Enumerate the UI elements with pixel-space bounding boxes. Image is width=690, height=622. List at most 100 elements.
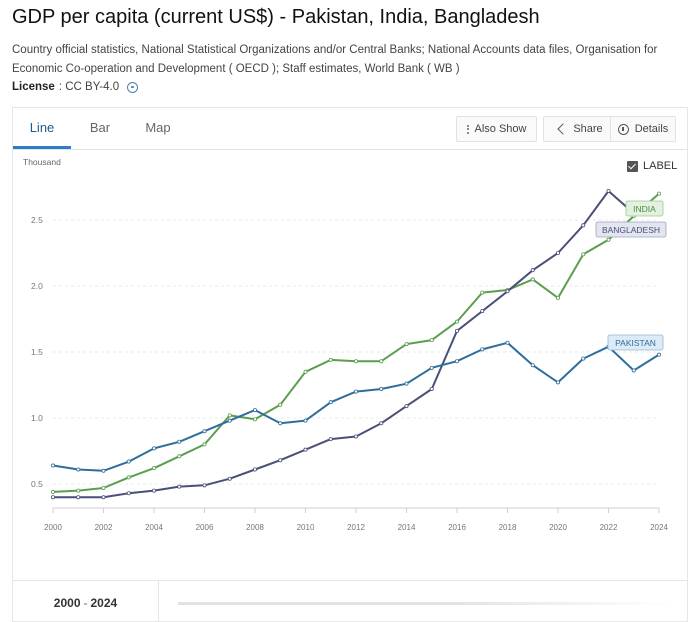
data-point-pakistan xyxy=(151,446,156,451)
data-point-pakistan xyxy=(252,408,257,413)
page-title: GDP per capita (current US$) - Pakistan,… xyxy=(12,6,540,28)
time-range-bar: 2000 - 2024 xyxy=(13,580,687,622)
data-point-pakistan xyxy=(177,439,182,444)
data-point-india xyxy=(480,290,485,295)
details-label: Details xyxy=(634,123,669,135)
chart-axes: Thousand 0.5 1.0 1.5 2.0 2.5 2000 2002 2004 2006 2… xyxy=(23,157,668,532)
series-label-box-pakistan xyxy=(607,334,664,351)
x-tick-label: 2022 xyxy=(600,523,618,532)
data-point-pakistan xyxy=(353,389,358,394)
share-button[interactable]: Share xyxy=(543,116,616,142)
x-tick-label: 2008 xyxy=(246,523,264,532)
y-axis-unit-label: Thousand xyxy=(23,157,61,167)
series-label-text-bangladesh: BANGLADESH xyxy=(602,225,660,235)
license-row: License : CC BY-4.0 xyxy=(12,81,139,93)
data-point-bangladesh xyxy=(404,404,409,409)
data-point-india xyxy=(76,488,81,493)
data-point-india xyxy=(278,402,283,407)
data-point-india xyxy=(177,454,182,459)
data-point-india xyxy=(530,277,535,282)
data-point-bangladesh xyxy=(454,328,459,333)
data-point-bangladesh xyxy=(177,484,182,489)
data-point-bangladesh xyxy=(556,250,561,255)
data-point-india xyxy=(657,191,662,196)
data-point-india xyxy=(606,237,611,242)
x-tick-label: 2010 xyxy=(297,523,315,532)
data-point-india xyxy=(581,252,586,257)
data-point-pakistan xyxy=(51,463,56,468)
range-slider-track[interactable] xyxy=(178,602,673,605)
data-point-bangladesh xyxy=(278,458,283,463)
x-tick-label: 2024 xyxy=(650,523,668,532)
data-point-bangladesh xyxy=(429,386,434,391)
data-point-bangladesh xyxy=(606,188,611,193)
data-point-india xyxy=(202,442,207,447)
data-point-india xyxy=(429,338,434,343)
x-tick-label: 2002 xyxy=(95,523,113,532)
line-chart: Thousand 0.5 1.0 1.5 2.0 2.5 2000 2002 2004 2006 2… xyxy=(23,157,668,532)
more-vertical-icon xyxy=(466,124,469,134)
y-tick-label: 0.5 xyxy=(31,479,43,489)
x-tick-label: 2020 xyxy=(549,523,567,532)
details-info-icon xyxy=(617,123,629,135)
chart-gridlines xyxy=(53,219,659,485)
label-checkbox[interactable] xyxy=(627,160,638,172)
data-point-india xyxy=(227,413,232,418)
data-point-bangladesh xyxy=(379,421,384,426)
tab-map[interactable]: Map xyxy=(145,120,171,135)
x-tick-label: 2000 xyxy=(44,523,62,532)
data-point-india xyxy=(303,369,308,374)
range-start: 2000 xyxy=(53,595,81,610)
tab-bar[interactable]: Bar xyxy=(89,120,111,135)
x-tick-label: 2006 xyxy=(196,523,214,532)
data-point-bangladesh xyxy=(353,434,358,439)
data-point-bangladesh xyxy=(227,476,232,481)
data-point-india xyxy=(126,475,131,480)
data-point-pakistan xyxy=(480,347,485,352)
data-point-bangladesh xyxy=(328,437,333,442)
series-label-box-india xyxy=(625,200,664,217)
data-point-bangladesh xyxy=(51,495,56,500)
y-tick-label: 2.5 xyxy=(31,215,43,225)
data-point-bangladesh xyxy=(505,289,510,294)
data-point-india xyxy=(151,466,156,471)
license-label: License xyxy=(12,81,55,93)
data-point-india xyxy=(379,359,384,364)
data-point-india xyxy=(556,295,561,300)
data-point-bangladesh xyxy=(252,467,257,472)
also-show-label: Also Show xyxy=(474,123,527,135)
series-label-bangladesh: BANGLADESH xyxy=(595,221,667,238)
data-point-bangladesh xyxy=(126,491,131,496)
y-tick-label: 1.0 xyxy=(31,413,43,423)
data-point-india xyxy=(51,489,56,494)
data-point-pakistan xyxy=(429,365,434,370)
x-tick-label: 2014 xyxy=(398,523,416,532)
series-label-pakistan: PAKISTAN xyxy=(607,334,664,351)
x-tick-label: 2016 xyxy=(448,523,466,532)
tab-line[interactable]: Line xyxy=(13,108,71,150)
data-point-india xyxy=(454,319,459,324)
data-point-bangladesh xyxy=(151,488,156,493)
source-description: Country official statistics, National St… xyxy=(12,44,658,75)
data-point-pakistan xyxy=(379,386,384,391)
label-toggle[interactable]: LABEL xyxy=(627,160,677,172)
data-point-india xyxy=(353,359,358,364)
data-point-bangladesh xyxy=(101,495,106,500)
also-show-button[interactable]: Also Show xyxy=(456,116,537,142)
series-line-bangladesh xyxy=(53,190,659,499)
data-point-bangladesh xyxy=(581,223,586,228)
data-point-bangladesh xyxy=(303,447,308,452)
data-point-pakistan xyxy=(278,421,283,426)
details-button[interactable]: Details xyxy=(610,116,676,142)
license-value: : CC BY-4.0 xyxy=(58,81,120,93)
series-label-text-pakistan: PAKISTAN xyxy=(615,338,656,348)
tabs-divider xyxy=(13,149,687,150)
data-point-pakistan xyxy=(328,400,333,405)
series-label-text-india: INDIA xyxy=(633,204,656,214)
data-point-pakistan xyxy=(101,468,106,473)
range-end: 2024 xyxy=(90,595,118,610)
y-tick-label: 1.5 xyxy=(31,347,43,357)
info-icon[interactable] xyxy=(127,81,139,93)
range-separator: - xyxy=(83,595,88,610)
chart-panel: Line Bar Map Also Show Share Details LAB… xyxy=(12,107,688,622)
